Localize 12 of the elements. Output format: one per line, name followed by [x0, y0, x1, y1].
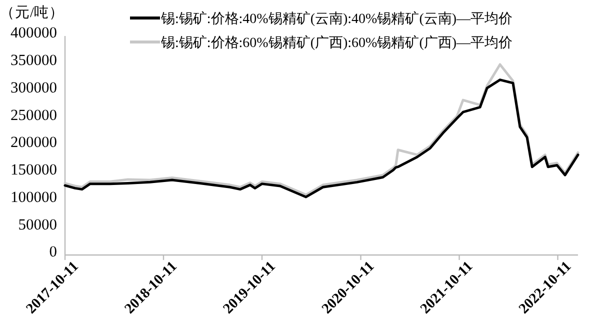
- y-tick-label: 100000: [10, 188, 58, 206]
- y-tick-label: 50000: [18, 216, 58, 234]
- y-axis-title: （元/吨）: [0, 4, 64, 21]
- legend-label: 锡:锡矿:价格:60%锡精矿(广西):60%锡精矿(广西)—平均价: [160, 35, 513, 51]
- y-tick-label: 400000: [10, 24, 58, 42]
- y-tick-label: 200000: [10, 134, 58, 152]
- y-tick-label: 350000: [10, 52, 58, 70]
- legend-label: 锡:锡矿:价格:40%锡精矿(云南):40%锡精矿(云南)—平均价: [160, 11, 513, 27]
- y-tick-label: 0: [49, 244, 58, 261]
- y-tick-label: 300000: [10, 79, 58, 96]
- y-tick-label: 150000: [10, 162, 58, 179]
- y-tick-label: 250000: [10, 106, 58, 124]
